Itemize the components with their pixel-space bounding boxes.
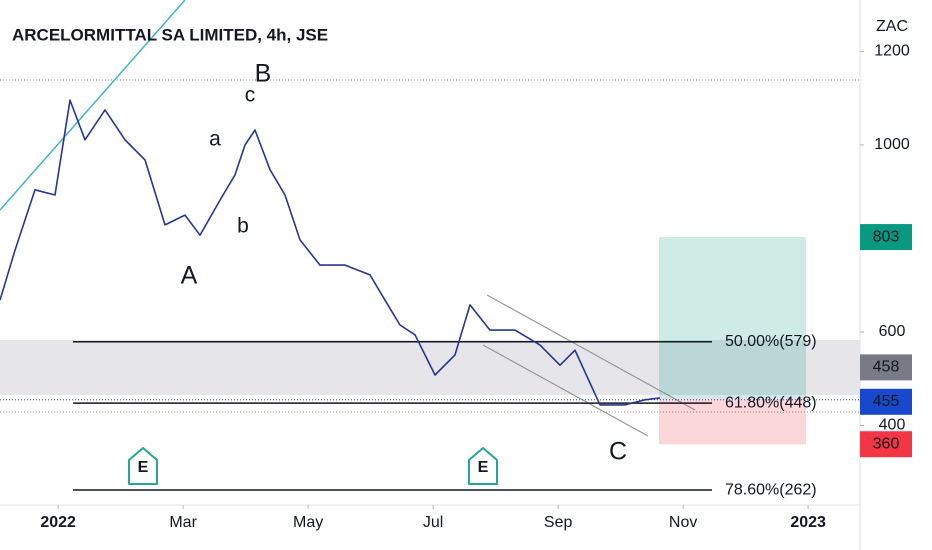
price-line [0, 99, 661, 406]
stop-label-text: 360 [873, 435, 900, 452]
event-label: E [138, 459, 149, 476]
profit-zone [659, 237, 806, 399]
wave-label: B [255, 60, 272, 88]
range-band [0, 340, 860, 395]
x-tick-label: 2023 [790, 514, 826, 531]
event-badge [468, 447, 498, 485]
x-tick-label: 2022 [40, 514, 76, 531]
event-badge [128, 447, 158, 485]
wave-label: a [209, 128, 221, 151]
wave-label: c [245, 84, 256, 107]
trend-line [0, 0, 186, 211]
wave-label: A [181, 262, 198, 290]
x-tick-label: Nov [669, 514, 697, 531]
y-tick-label: 1200 [874, 43, 910, 60]
x-tick-label: Mar [169, 514, 197, 531]
fib-label: 61.80%(448) [725, 394, 817, 411]
target-label-text: 803 [873, 228, 900, 245]
loss-zone [659, 398, 806, 445]
chart-title: ARCELORMITTAL SA LIMITED, 4h, JSE [12, 25, 328, 44]
x-tick-label: May [293, 514, 323, 531]
x-tick-label: Jul [423, 514, 443, 531]
last-price-label [860, 388, 912, 415]
y-tick-label: 1000 [874, 136, 910, 153]
channel-line [482, 344, 649, 437]
fib-label: 78.60%(262) [725, 481, 817, 498]
channel-line [486, 294, 696, 411]
y-unit: ZAC [876, 18, 908, 35]
event-label: E [478, 459, 489, 476]
y-tick-label: 600 [879, 323, 906, 340]
wave-label: b [237, 215, 249, 238]
stop-label [860, 431, 912, 458]
x-tick-label: Sep [544, 514, 573, 531]
y-tick-label: 400 [879, 417, 906, 434]
target-label [860, 224, 912, 251]
wave-label: C [609, 438, 627, 466]
fib-label: 50.00%(579) [725, 333, 817, 350]
entry-label-text: 458 [873, 359, 900, 376]
entry-label [860, 354, 912, 381]
last-price-label-text: 455 [873, 393, 900, 410]
